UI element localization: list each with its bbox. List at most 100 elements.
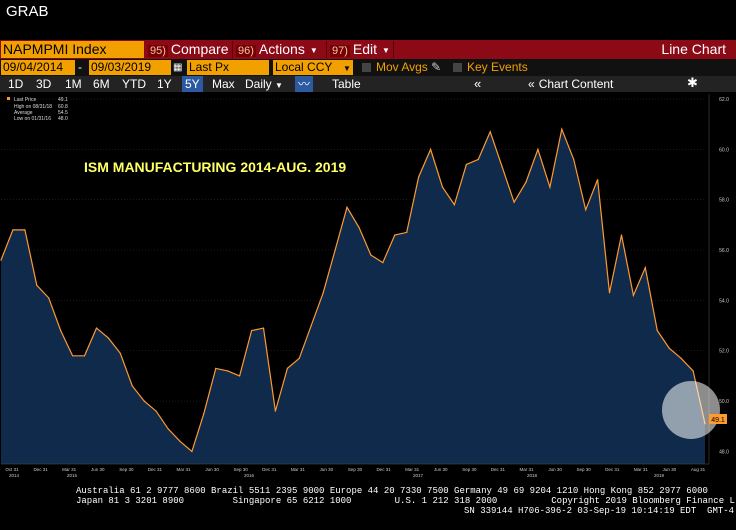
x-tick-label: Mar 31 [291,467,306,472]
data-point [537,148,539,150]
data-point [274,410,276,412]
mov-avgs-toggle[interactable]: Mov Avgs ✎ [362,60,441,75]
collapse-icon[interactable]: « [474,76,482,91]
period-3d[interactable]: 3D [36,77,52,91]
footer-copyright: Japan 81 3 3201 8900 Singapore 65 6212 1… [76,496,736,506]
data-point [60,330,62,332]
x-tick-label: Dec 31 [605,467,620,472]
checkbox-icon[interactable] [453,63,462,73]
data-point [95,327,98,329]
data-point [644,267,646,269]
period-1y[interactable]: 1Y [157,77,172,91]
pencil-icon[interactable]: ✎ [431,60,442,74]
date-range-dash: - [78,60,82,74]
data-point [549,186,551,188]
period-max[interactable]: Max [212,77,235,91]
data-point [358,226,360,228]
data-point [239,375,241,377]
period-ytd[interactable]: YTD [122,77,146,91]
x-tick-label: Dec 31 [33,467,48,472]
x-year-label: 2015 [67,473,78,478]
data-point [561,128,563,130]
x-tick-label: Dec 31 [262,467,277,472]
line-chart[interactable]: 62.0 60.0 58.0 56.0 54.0 52.0 50.0 48.0 Oct 31 D… [0,92,736,486]
y-tick-label: 48.0 [719,449,729,455]
data-point [322,292,324,294]
data-point [179,440,181,442]
x-tick-label: Jun 30 [205,467,219,472]
x-tick-label: Mar 31 [176,467,191,472]
toolbar-divider [232,41,233,58]
period-1m[interactable]: 1M [65,77,82,91]
actions-button[interactable]: 96) Actions ▼ [236,41,318,58]
chart-type-label[interactable]: Line Chart [661,41,726,57]
y-tick-label: 58.0 [719,198,729,204]
x-tick-label: Dec 31 [491,467,506,472]
toolbar-divider [393,41,394,58]
legend-high-value: 60.8 [58,104,68,110]
checkbox-icon[interactable] [362,63,371,73]
field-select[interactable]: Last Px [187,60,269,75]
window-title: GRAB [6,3,49,20]
legend-average-value: 54.5 [58,110,68,116]
edit-button[interactable]: 97) Edit ▼ [330,41,390,58]
data-points [0,128,706,452]
legend: Last Price 49.1 High on 08/31/18 60.8 Av… [7,97,68,122]
x-tick-label: Aug 31 [691,467,706,472]
table-button[interactable]: Table [332,77,361,91]
start-date-field[interactable]: 09/04/2014 [1,60,75,75]
x-tick-label: Jun 30 [91,467,105,472]
last-value-tag [709,414,727,424]
edit-shortcut: 97) [330,45,350,57]
chevron-down-icon: ▼ [275,81,283,90]
frequency-select[interactable]: Daily ▼ [245,76,283,92]
actions-shortcut: 96) [236,45,256,57]
data-point [36,284,38,286]
period-5y[interactable]: 5Y [182,76,203,92]
x-tick-label: Mar 31 [519,467,534,472]
frequency-label: Daily [245,77,272,91]
gear-icon[interactable]: ✱ [687,75,698,90]
x-tick-label: Sep 30 [577,467,592,472]
legend-low-value: 48.0 [58,116,68,122]
data-point [286,367,288,369]
data-point [382,262,384,264]
currency-select[interactable]: Local CCY [273,60,353,75]
highlight-circle [662,381,720,439]
data-point [346,206,348,208]
x-tick-label: Sep 30 [462,467,477,472]
data-point [12,229,14,231]
ticker-field[interactable]: NAPMPMI Index [1,41,144,58]
chevron-down-icon: ▼ [343,64,351,73]
chevron-down-icon: ▼ [309,45,318,55]
key-events-toggle[interactable]: Key Events [453,60,528,75]
toolbar-divider [326,41,327,58]
compare-button[interactable]: 95) Compare [148,41,229,58]
end-date-field[interactable]: 09/03/2019 [89,60,171,75]
y-tick-label: 54.0 [719,298,729,304]
chart-content-button[interactable]: «Chart Content [528,76,613,92]
data-point [394,234,396,236]
footer: Australia 61 2 9777 8600 Brazil 5511 239… [0,486,736,516]
data-point [692,370,694,372]
x-tick-label: Jun 30 [434,467,448,472]
x-year-label: 2019 [654,473,665,478]
calendar-icon[interactable]: ▦ [173,62,183,73]
data-point [573,158,575,160]
data-point [418,176,420,178]
data-point [477,158,479,160]
x-tick-label: Sep 30 [234,467,249,472]
line-chart-icon[interactable]: 〰 [295,76,313,92]
legend-average-label: Average [14,110,33,116]
data-point [525,181,527,183]
data-point [48,297,50,299]
x-tick-label: Dec 31 [376,467,391,472]
data-point [24,229,26,231]
data-point [465,163,467,166]
x-year-label: 2017 [413,473,424,478]
period-1d[interactable]: 1D [8,77,24,91]
period-6m[interactable]: 6M [93,77,110,91]
x-tick-label: Oct 31 [5,467,19,472]
x-tick-label: Mar 31 [634,467,649,472]
data-point [0,259,2,261]
